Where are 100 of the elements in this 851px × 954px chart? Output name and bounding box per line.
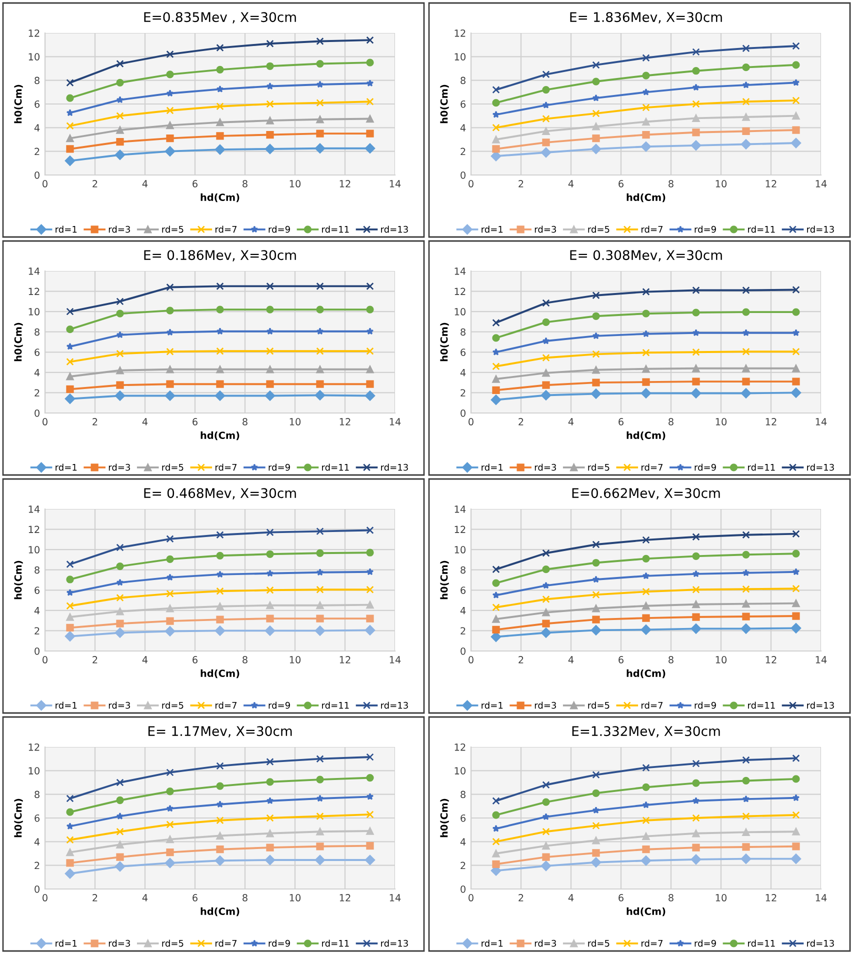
legend-label: rd=7 — [216, 226, 237, 233]
point — [792, 96, 800, 104]
point — [216, 380, 224, 388]
point — [792, 329, 800, 336]
x-tick-label: 0 — [42, 894, 48, 902]
point — [366, 614, 374, 622]
point — [642, 602, 650, 610]
y-tick-label: 14 — [454, 268, 466, 275]
point — [592, 134, 600, 142]
legend-label: rd=11 — [748, 702, 775, 709]
point — [116, 828, 124, 836]
point — [66, 385, 74, 393]
legend-label: rd=5 — [588, 940, 610, 947]
x-tick-label: 4 — [568, 894, 574, 902]
y-tick-label: 12 — [28, 29, 40, 37]
legend-label: rd=9 — [268, 464, 290, 471]
y-tick-label: 14 — [454, 506, 466, 513]
point — [116, 594, 124, 602]
point — [592, 836, 600, 844]
legend-label: rd=3 — [534, 940, 556, 947]
point — [690, 140, 702, 151]
y-tick-label: 12 — [28, 743, 40, 751]
x-tick-label: 10 — [716, 418, 727, 426]
point — [492, 860, 500, 868]
legend-label: rd=7 — [642, 226, 663, 233]
point — [316, 586, 324, 594]
point — [364, 143, 376, 154]
point — [790, 623, 802, 634]
point — [66, 794, 74, 802]
point — [592, 78, 600, 86]
point — [592, 770, 600, 779]
legend-label: rd=13 — [807, 702, 834, 709]
point — [742, 600, 750, 608]
x-tick-label: 8 — [668, 656, 674, 664]
point — [316, 794, 324, 802]
point — [492, 566, 500, 574]
y-tick-label: 8 — [34, 790, 40, 798]
legend-label: rd=11 — [748, 464, 775, 471]
point — [642, 801, 650, 808]
point — [692, 364, 700, 372]
point — [166, 328, 174, 336]
point — [366, 810, 374, 818]
x-tick-label: 8 — [242, 894, 248, 902]
point — [542, 138, 550, 146]
point — [166, 574, 174, 581]
point — [742, 348, 750, 356]
point — [642, 846, 650, 854]
point — [690, 624, 702, 634]
x-axis-title: hd(Cm) — [200, 193, 240, 202]
chart-title: E=1.332Mev, X=30cm — [572, 726, 720, 738]
point — [492, 375, 500, 383]
point — [64, 394, 76, 404]
legend-label: rd=1 — [56, 702, 77, 709]
y-tick-label: 10 — [454, 546, 466, 554]
point — [740, 624, 752, 634]
point — [742, 127, 750, 136]
point — [792, 286, 800, 294]
point — [216, 118, 224, 126]
x-axis-title: hd(Cm) — [626, 907, 666, 916]
x-tick-label: 12 — [340, 656, 350, 664]
y-tick-label: 6 — [34, 814, 40, 822]
point — [692, 84, 700, 91]
point — [116, 620, 124, 628]
point — [364, 854, 376, 866]
point — [742, 812, 750, 820]
point — [366, 526, 374, 534]
point — [166, 134, 174, 142]
y-tick-label: 8 — [34, 328, 40, 336]
point — [116, 366, 124, 374]
point — [366, 380, 374, 388]
y-tick-label: 12 — [28, 288, 40, 295]
point — [642, 764, 650, 772]
point — [592, 822, 600, 830]
point — [166, 848, 174, 856]
point — [692, 586, 700, 594]
legend-label: rd=13 — [807, 940, 834, 947]
legend-label: rd=3 — [534, 702, 556, 709]
point — [692, 48, 700, 56]
x-tick-label: 8 — [242, 418, 248, 426]
point — [316, 776, 324, 784]
point — [592, 110, 600, 118]
legend-label: rd=3 — [534, 464, 556, 471]
point — [692, 814, 700, 822]
y-tick-label: 0 — [34, 885, 40, 893]
chart-title: E=0.662Mev, X=30cm — [572, 488, 720, 500]
point — [366, 347, 374, 355]
y-axis-title: h0(Cm) — [14, 322, 23, 362]
y-axis-title: h0(Cm) — [440, 322, 449, 362]
point — [66, 602, 74, 610]
point — [692, 286, 700, 294]
point — [266, 100, 274, 108]
point — [642, 88, 650, 96]
legend-label: rd=9 — [268, 702, 290, 709]
point — [692, 67, 700, 75]
point — [592, 292, 600, 300]
legend-label: rd=7 — [642, 702, 663, 709]
point — [792, 612, 800, 620]
y-tick-label: 2 — [460, 627, 466, 634]
legend-label: rd=3 — [108, 940, 130, 947]
point — [316, 568, 324, 576]
